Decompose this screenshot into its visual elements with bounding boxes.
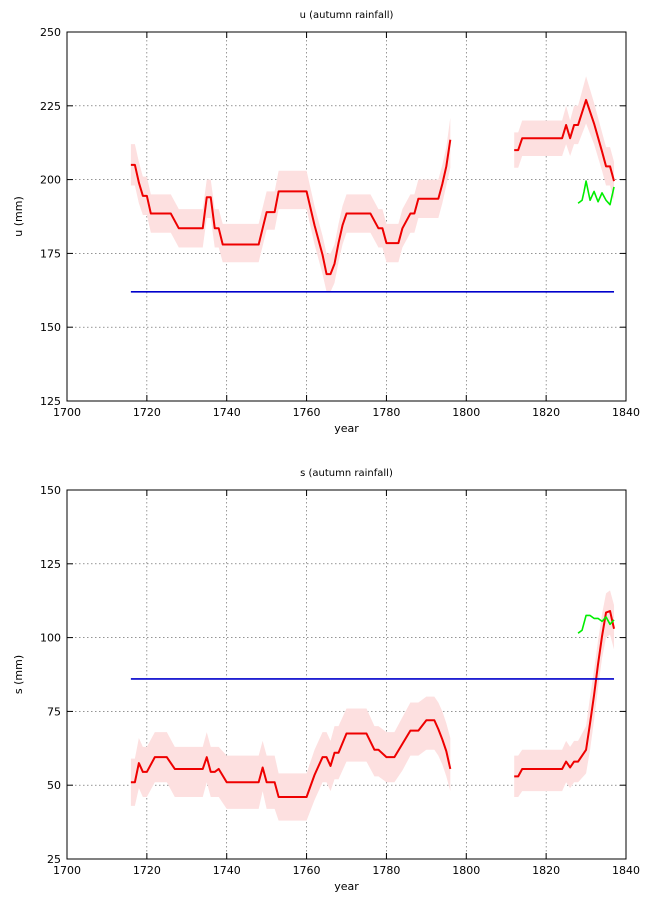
chart-2-x-tick-label: 1720	[133, 864, 161, 877]
chart-1-panel: 1700 1720 1740 1760 1780 1800 1820 1840 125 150 17…	[12, 10, 640, 435]
chart-2-x-tick-label: 1740	[213, 864, 241, 877]
chart-2-y-tick-label: 50	[47, 779, 61, 792]
chart-2-panel: 1700 1720 1740 1760 1780 1800 1820 1840 25 50 75 10…	[12, 468, 640, 893]
chart-1-series-2-line-2	[514, 98, 615, 182]
chart-2-uncertainty-band-1	[130, 696, 451, 821]
chart-1-x-tick-label: 1760	[293, 406, 321, 419]
chart-1-x-axis-label: year	[334, 422, 359, 435]
chart-2-title: s (autumn rainfall)	[300, 468, 393, 479]
chart-2-series-2-line-1	[130, 719, 452, 799]
chart-1-title: u (autumn rainfall)	[300, 10, 394, 21]
chart-1-series-2-line-1	[130, 139, 452, 276]
chart-2-uncertainty-band-2	[514, 590, 615, 798]
chart-2-series-3-line-1	[577, 614, 615, 634]
chart-1-y-tick-label: 200	[40, 174, 61, 187]
chart-1-gridlines	[67, 32, 626, 401]
chart-1-x-tick-label: 1800	[452, 406, 480, 419]
chart-1-series-3-line-1	[577, 180, 615, 206]
chart-2-x-tick-label: 1840	[612, 864, 640, 877]
chart-1-x-tick-label: 1840	[612, 406, 640, 419]
chart-2-x-tick-label: 1820	[532, 864, 560, 877]
chart-2-gridlines	[67, 490, 626, 859]
chart-2-x-tick-label: 1760	[293, 864, 321, 877]
chart-2-y-tick-label: 75	[47, 705, 61, 718]
chart-2-y-tick-label: 150	[40, 484, 61, 497]
chart-1-y-tick-label: 175	[40, 247, 61, 260]
chart-1-x-tick-label: 1780	[372, 406, 400, 419]
chart-2-x-axis-label: year	[334, 880, 359, 893]
chart-2-x-tick-label: 1780	[372, 864, 400, 877]
chart-1-y-tick-label: 150	[40, 321, 61, 334]
chart-1-x-tick-label: 1820	[532, 406, 560, 419]
chart-2-y-tick-label: 125	[40, 558, 61, 571]
chart-1-y-tick-label: 125	[40, 395, 61, 408]
chart-1-y-tick-label: 225	[40, 100, 61, 113]
chart-2-y-tick-label: 25	[47, 853, 61, 866]
chart-1-x-tick-label: 1740	[213, 406, 241, 419]
chart-2-plot-frame	[66, 489, 627, 860]
chart-1-y-tick-label: 250	[40, 26, 61, 39]
chart-1-y-axis-label: u (mm)	[12, 196, 25, 236]
chart-2-x-tick-label: 1800	[452, 864, 480, 877]
chart-2-series-2-line-2	[514, 610, 615, 778]
chart-2-y-tick-label: 100	[40, 632, 61, 645]
chart-1-uncertainty-band-1	[130, 117, 451, 292]
chart-2-x-tick-label: 1700	[53, 864, 81, 877]
chart-1-plot-frame	[66, 31, 627, 402]
chart-2-y-axis-label: s (mm)	[12, 655, 25, 694]
chart-1-x-tick-label: 1700	[53, 406, 81, 419]
chart-1-x-tick-label: 1720	[133, 406, 161, 419]
